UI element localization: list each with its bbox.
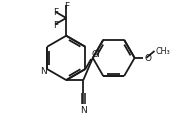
Text: F: F <box>53 8 58 17</box>
Text: Cl: Cl <box>92 50 101 59</box>
Text: F: F <box>64 2 69 11</box>
Text: O: O <box>144 54 151 63</box>
Text: N: N <box>40 66 47 75</box>
Text: N: N <box>80 105 87 113</box>
Text: F: F <box>53 21 58 30</box>
Text: CH₃: CH₃ <box>155 47 170 56</box>
